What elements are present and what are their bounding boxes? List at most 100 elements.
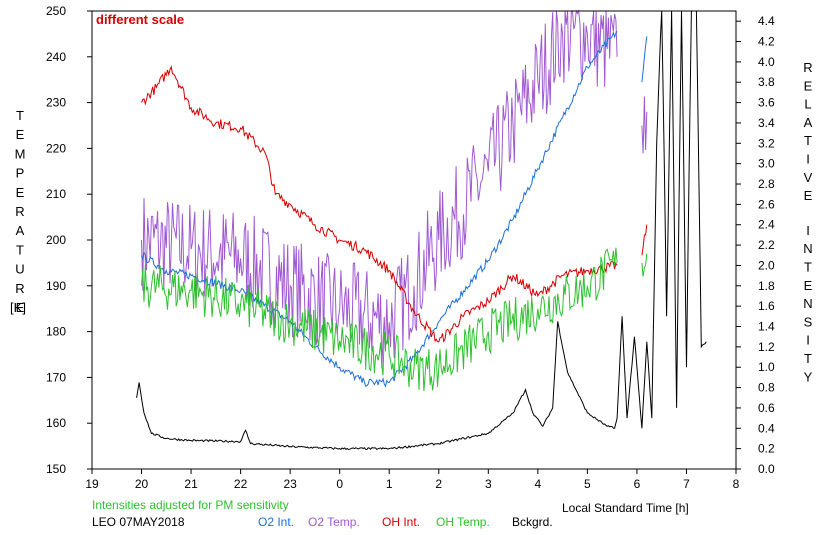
y-right-tick-label: 2.0 xyxy=(758,258,775,272)
y-right-tick-label: 0.6 xyxy=(758,401,775,415)
axis-label-letter: R xyxy=(15,204,24,219)
axis-label-letter: E xyxy=(804,188,813,203)
series-line-oh-int xyxy=(641,224,648,256)
y-right-tick-label: 1.2 xyxy=(758,340,775,354)
y-right-tick-label: 4.4 xyxy=(758,14,775,28)
y-right-tick-label: 2.8 xyxy=(758,177,775,191)
series-line-o2-temp xyxy=(641,96,648,154)
axis-label-letter: E xyxy=(16,127,25,142)
legend-item: OH Temp. xyxy=(436,515,490,529)
x-tick-label: 22 xyxy=(234,477,248,491)
y-left-tick-label: 160 xyxy=(46,416,66,430)
series-layer xyxy=(136,9,707,451)
y-left-tick-label: 200 xyxy=(46,233,66,247)
x-tick-label: 23 xyxy=(283,477,297,491)
legend-item: O2 Temp. xyxy=(308,515,360,529)
station-date-label: LEO 07MAY2018 xyxy=(92,515,185,529)
x-tick-label: 3 xyxy=(485,477,492,491)
y-right-tick-label: 0.8 xyxy=(758,381,775,395)
y-left-tick-label: 220 xyxy=(46,141,66,155)
series-line-oh-temp xyxy=(641,253,648,277)
y-right-tick-label: 1.6 xyxy=(758,299,775,313)
legend: O2 Int. O2 Temp. OH Int. OH Temp. Bckgrd. xyxy=(258,515,553,529)
axis-label-letter: P xyxy=(16,166,25,181)
y-right-tick-label: 2.2 xyxy=(758,238,775,252)
axis-label-letter: N xyxy=(803,241,812,256)
legend-item: O2 Int. xyxy=(258,515,294,529)
x-axis-label: Local Standard Time [h] xyxy=(562,501,689,515)
y-right-tick-label: 0.2 xyxy=(758,442,775,456)
y-right-tick-label: 1.8 xyxy=(758,279,775,293)
y-right-tick-label: 1.4 xyxy=(758,320,775,334)
x-tick-label: 1 xyxy=(386,477,393,491)
axis-label-letter: T xyxy=(804,259,812,274)
legend-item: OH Int. xyxy=(382,515,420,529)
y-left-tick-label: 190 xyxy=(46,279,66,293)
y-right-tick-label: 0.4 xyxy=(758,421,775,435)
sensitivity-note: Intensities adjusted for PM sensitivity xyxy=(92,498,289,512)
axis-label-letter: I xyxy=(806,223,810,238)
y-left-tick-label: 150 xyxy=(46,462,66,476)
x-tick-label: 7 xyxy=(683,477,690,491)
series-line-o2-temp xyxy=(141,9,618,369)
y-right-tick-label: 3.0 xyxy=(758,157,775,171)
y-right-tick-label: 3.4 xyxy=(758,116,775,130)
y-left-tick-label: 170 xyxy=(46,370,66,384)
axis-label-letter: A xyxy=(804,115,813,130)
chart-title: different scale xyxy=(96,12,184,27)
y-left-tick-label: 210 xyxy=(46,187,66,201)
axis-label-letter: T xyxy=(16,242,24,257)
axis-label-letter: R xyxy=(15,281,24,296)
ticks-layer: 19 20 21 22 23 0 1 2 3 4 5 6 7 8150160170180190200210… xyxy=(46,4,775,491)
y-left-tick-label: 240 xyxy=(46,50,66,64)
axis-label-letter: I xyxy=(806,333,810,348)
axis-label-letter: E xyxy=(16,185,25,200)
y-right-tick-label: 3.6 xyxy=(758,96,775,110)
y-right-tick-label: 0.0 xyxy=(758,462,775,476)
axis-label-letter: T xyxy=(16,108,24,123)
axis-label-letter: E xyxy=(804,78,813,93)
axis-label-letter: I xyxy=(806,152,810,167)
series-line-oh-temp xyxy=(141,247,618,392)
y-left-tick-label: 250 xyxy=(46,4,66,18)
y-right-tick-label: 2.4 xyxy=(758,218,775,232)
x-tick-label: 8 xyxy=(733,477,740,491)
y-left-tick-label: 230 xyxy=(46,96,66,110)
axis-label-letter: E xyxy=(804,278,813,293)
x-tick-label: 5 xyxy=(584,477,591,491)
x-tick-label: 19 xyxy=(85,477,99,491)
x-tick-label: 0 xyxy=(336,477,343,491)
axis-label-letter: Y xyxy=(804,369,813,384)
axis-label-letter: T xyxy=(804,351,812,366)
axis-label-letter: A xyxy=(16,223,25,238)
x-tick-label: 2 xyxy=(435,477,442,491)
axis-label-letter: E xyxy=(16,300,25,315)
x-tick-label: 6 xyxy=(634,477,641,491)
axis-label-letter: R xyxy=(803,60,812,75)
y-right-tick-label: 2.6 xyxy=(758,197,775,211)
y-right-tick-label: 3.2 xyxy=(758,136,775,150)
y-right-tick-label: 4.0 xyxy=(758,55,775,69)
y-right-tick-label: 4.2 xyxy=(758,35,775,49)
axis-label-letter: M xyxy=(15,146,26,161)
y-right-tick-label: 1.0 xyxy=(758,360,775,374)
axis-label-letter: V xyxy=(804,170,813,185)
x-tick-label: 4 xyxy=(535,477,542,491)
series-line-o2-int xyxy=(141,30,618,388)
y-left-tick-label: 180 xyxy=(46,325,66,339)
axis-label-letter: T xyxy=(804,133,812,148)
left-axis-unit: [K] xyxy=(10,300,26,315)
series-line-bckgrd xyxy=(136,10,707,451)
x-tick-label: 21 xyxy=(184,477,198,491)
axis-label-letter: S xyxy=(804,314,813,329)
axis-label-letter: N xyxy=(803,296,812,311)
axis-label-letter: U xyxy=(15,262,24,277)
legend-item: Bckgrd. xyxy=(512,515,553,529)
y-right-tick-label: 3.8 xyxy=(758,75,775,89)
x-tick-label: 20 xyxy=(135,477,149,491)
series-line-o2-int xyxy=(641,36,648,83)
series-line-oh-int xyxy=(141,65,618,343)
